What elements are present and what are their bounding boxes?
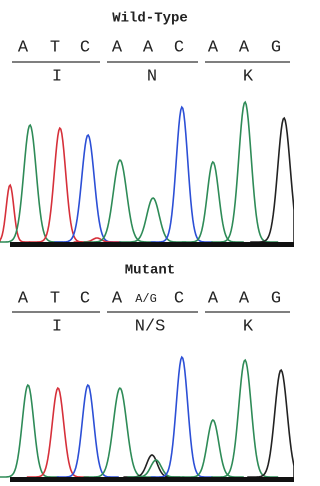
trace-peak <box>247 370 294 477</box>
amino-acid: N <box>147 67 157 86</box>
base: A <box>18 38 29 57</box>
base: A <box>239 289 250 308</box>
trace-peak <box>0 385 59 477</box>
base: A <box>208 289 219 308</box>
base: A <box>239 38 250 57</box>
base: A <box>143 38 154 57</box>
base: A <box>112 289 123 308</box>
trace-peak <box>119 198 186 242</box>
figure: Wild-Type A T C A A C A A G I N K Mutant… <box>0 0 294 486</box>
base: G <box>271 38 281 57</box>
baseline-bar <box>10 242 294 247</box>
base: A/G <box>135 292 157 306</box>
base: A <box>112 38 123 57</box>
base: C <box>80 38 90 57</box>
base-row: A T C A A C A A G <box>18 38 281 57</box>
base: T <box>50 289 60 308</box>
panel-title: Wild-Type <box>112 11 188 27</box>
base: A <box>208 38 219 57</box>
trace-peak <box>57 385 119 477</box>
chromatogram <box>0 357 294 477</box>
base: T <box>50 38 60 57</box>
baseline-bar <box>10 477 294 482</box>
amino-acid: N/S <box>135 317 166 336</box>
base: G <box>271 289 281 308</box>
panel-title: Mutant <box>125 263 175 279</box>
base: C <box>174 38 184 57</box>
amino-acid: K <box>243 67 254 86</box>
trace-peak <box>27 388 89 477</box>
trace-peak <box>211 102 278 242</box>
amino-acid: I <box>52 317 62 336</box>
base: C <box>174 289 184 308</box>
base: A <box>18 289 29 308</box>
base: C <box>80 289 90 308</box>
amino-acid: I <box>52 67 62 86</box>
chromatogram <box>0 102 294 242</box>
base-row: A T C A A/G C A A G <box>18 289 281 308</box>
amino-acid: K <box>243 317 254 336</box>
trace-peak <box>127 460 184 477</box>
